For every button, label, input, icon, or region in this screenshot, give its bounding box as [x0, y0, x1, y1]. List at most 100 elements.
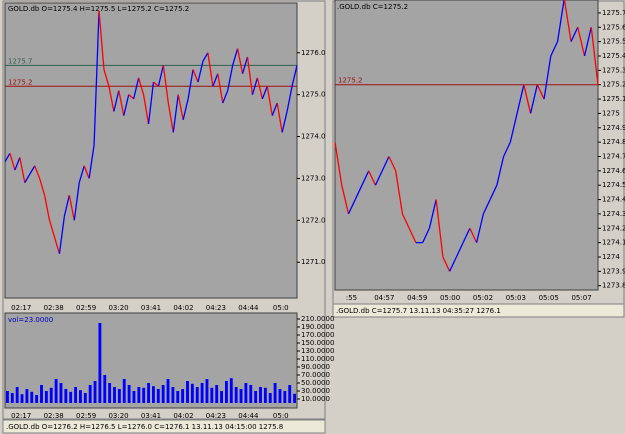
price-segment — [113, 90, 120, 112]
right-status-bar — [332, 303, 625, 318]
price-segment — [347, 199, 356, 215]
volume-bar — [142, 387, 146, 403]
price-segment — [123, 94, 130, 116]
price-segment — [271, 102, 278, 116]
price-segment — [182, 98, 189, 120]
price-segment — [550, 41, 559, 57]
y-tick-label: 1274.8 — [602, 138, 625, 146]
price-segment — [212, 73, 219, 87]
x-tick-label: 03:41 — [141, 412, 161, 420]
price-segment — [435, 199, 444, 258]
y-tick-label: 1274.4 — [602, 196, 625, 204]
y-tick-label: 30.0000 — [301, 387, 330, 395]
y-tick-label: 1272.0 — [301, 216, 326, 224]
price-segment — [241, 56, 249, 74]
y-tick-label: 1276.0 — [301, 49, 326, 57]
y-tick-label: 130.0000 — [301, 347, 334, 355]
price-segment — [34, 165, 41, 179]
price-segment — [395, 170, 404, 215]
price-segment — [482, 199, 491, 215]
price-segment — [48, 220, 56, 238]
price-segment — [133, 77, 140, 99]
price-segment — [118, 90, 125, 116]
volume-bar — [59, 383, 63, 403]
y-tick-label: 1274.0 — [301, 133, 326, 141]
price-segment — [428, 199, 437, 229]
price-segment — [422, 227, 430, 243]
volume-bar — [30, 391, 34, 403]
price-segment — [39, 178, 46, 196]
volume-bar — [205, 379, 209, 403]
volume-plot — [4, 312, 298, 409]
price-segment — [68, 195, 75, 221]
price-segment — [341, 185, 350, 215]
volume-bar — [220, 391, 223, 403]
price-segment — [222, 90, 229, 104]
y-tick-label: 1274.3 — [602, 210, 625, 218]
y-tick-label: 1273.0 — [301, 174, 326, 182]
price-segment — [334, 142, 343, 186]
price-segment — [108, 86, 115, 112]
price-segment — [93, 10, 100, 145]
volume-bar — [283, 391, 287, 403]
price-segment — [53, 236, 61, 255]
volume-bar — [215, 385, 219, 403]
volume-bar — [147, 383, 150, 403]
price-segment — [577, 27, 586, 57]
price-segment — [408, 227, 417, 243]
price-segment — [138, 77, 145, 95]
price-segment — [58, 216, 66, 254]
price-segment — [368, 170, 377, 186]
price-segment — [354, 184, 363, 200]
price-segment — [157, 65, 165, 87]
price-segment — [475, 213, 484, 243]
y-tick-label: 1274 — [602, 253, 620, 261]
volume-bar — [35, 395, 39, 403]
price-segment — [449, 256, 457, 272]
price-segment — [583, 27, 592, 57]
x-tick-label: 02:38 — [44, 412, 64, 420]
price-segment — [153, 81, 159, 87]
volume-bar — [127, 385, 131, 403]
volume-bar — [195, 387, 199, 403]
x-tick-label: 03:41 — [141, 304, 161, 312]
reference-label: 1275.2 — [338, 77, 363, 85]
x-tick-label: 04:44 — [238, 304, 259, 312]
price-segment — [19, 157, 26, 183]
volume-bar — [122, 379, 126, 403]
volume-bar — [268, 393, 272, 403]
x-tick-label: 05:07 — [571, 294, 591, 302]
x-tick-label: 02:59 — [76, 412, 96, 420]
x-tick-label: 03:20 — [108, 412, 128, 420]
reference-label: 1275.7 — [8, 57, 33, 65]
y-tick-label: 1275.3 — [602, 66, 625, 74]
price-segment — [9, 153, 16, 171]
price-segment — [529, 84, 538, 114]
price-segment — [4, 152, 11, 163]
price-segment — [286, 86, 293, 112]
volume-bar — [176, 391, 180, 403]
volume-bar — [229, 378, 233, 403]
price-segment — [388, 156, 397, 172]
volume-bar — [239, 389, 243, 403]
x-tick-label: 05:00 — [440, 294, 460, 302]
volume-bar — [6, 391, 9, 403]
volume-bar — [44, 391, 48, 403]
x-tick-label: 02:38 — [44, 304, 64, 312]
price-segment — [563, 0, 572, 42]
price-segment — [469, 227, 478, 243]
y-tick-label: 1275.2 — [602, 81, 625, 89]
x-tick-label: 05:02 — [473, 294, 493, 302]
price-segment — [14, 157, 21, 171]
volume-bar — [288, 385, 292, 403]
volume-bar — [186, 381, 189, 403]
volume-bar — [93, 381, 97, 403]
volume-bar — [234, 387, 238, 403]
price-segment — [266, 86, 273, 116]
x-tick-label: 05:0 — [273, 304, 289, 312]
x-tick-label: 04:44 — [238, 412, 259, 420]
price-segment — [88, 144, 95, 179]
x-tick-label: 04:57 — [374, 294, 394, 302]
price-segment — [227, 65, 234, 91]
